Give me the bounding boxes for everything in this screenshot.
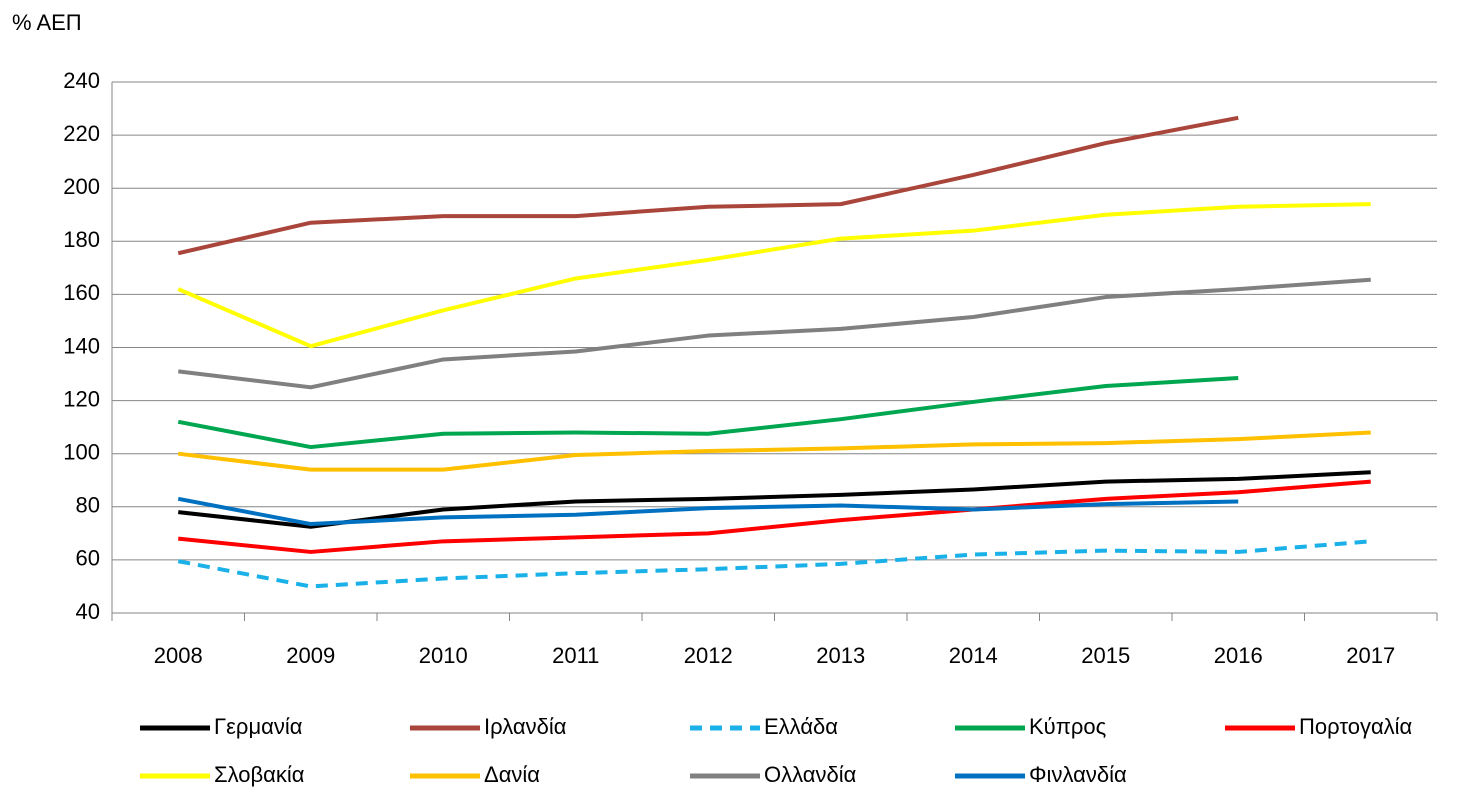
x-tick-label: 2009	[286, 643, 335, 668]
series-line	[178, 470, 1371, 529]
series-line	[177, 115, 1239, 256]
legend-label: Πορτογαλία	[1299, 714, 1413, 739]
x-tick-label: 2008	[154, 643, 203, 668]
x-tick-label: 2012	[684, 643, 733, 668]
y-tick-label: 220	[63, 121, 100, 146]
legend-label: Ιρλανδία	[484, 714, 567, 739]
legend-label: Γερμανία	[214, 714, 303, 739]
x-tick-label: 2015	[1081, 643, 1130, 668]
y-axis-label: % ΑΕΠ	[12, 10, 82, 35]
legend-label: Ελλάδα	[764, 714, 838, 739]
y-tick-label: 200	[63, 174, 100, 199]
y-tick-label: 80	[76, 493, 100, 518]
series-line	[178, 479, 1371, 554]
legend-label: Φινλανδία	[1029, 762, 1127, 787]
series-line	[178, 430, 1371, 472]
series-line	[178, 277, 1371, 390]
y-tick-label: 140	[63, 333, 100, 358]
y-tick-label: 100	[63, 440, 100, 465]
series-line	[177, 496, 1239, 527]
legend-label: Σλοβακία	[214, 762, 305, 787]
y-tick-label: 120	[63, 386, 100, 411]
y-tick-label: 240	[63, 68, 100, 93]
y-tick-label: 60	[76, 546, 100, 571]
x-tick-label: 2010	[419, 643, 468, 668]
x-tick-label: 2014	[949, 643, 998, 668]
series-line	[177, 376, 1239, 450]
y-tick-label: 40	[76, 599, 100, 624]
legend-label: Δανία	[484, 762, 540, 787]
legend-label: Κύπρος	[1029, 714, 1106, 739]
legend-label: Ολλανδία	[764, 762, 857, 787]
series-line	[177, 539, 1371, 589]
x-tick-label: 2011	[552, 643, 599, 668]
series-line	[177, 202, 1371, 349]
x-tick-label: 2013	[816, 643, 865, 668]
y-tick-label: 160	[63, 280, 100, 305]
x-tick-label: 2017	[1346, 643, 1395, 668]
x-tick-label: 2016	[1214, 643, 1263, 668]
y-tick-label: 180	[63, 227, 100, 252]
